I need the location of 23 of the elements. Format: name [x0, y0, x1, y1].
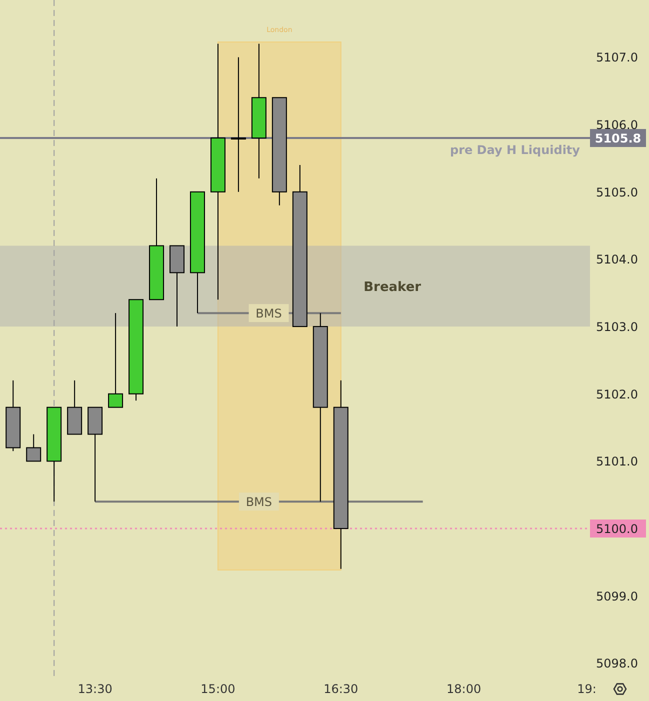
y-tick-label: 5104.0: [596, 252, 638, 267]
y-tick-label: 5107.0: [596, 50, 638, 65]
x-tick-label: 15:00: [200, 682, 236, 696]
y-tick-label: 5103.0: [596, 320, 638, 334]
x-tick-label: 18:00: [446, 682, 482, 696]
annotation: BMS: [256, 306, 282, 321]
y-tick-label: 5099.0: [596, 589, 638, 604]
candlestick: [108, 312, 124, 408]
x-tick-label: 16:30: [324, 682, 358, 696]
candlestick: [26, 434, 42, 462]
y-tick-label: 5102.0: [596, 387, 638, 402]
y-tick-label: 5105.0: [596, 185, 638, 200]
x-tick-label: 13:30: [78, 682, 112, 696]
y-tick-label: 5101.0: [596, 454, 638, 469]
x-tick-label: 19:: [577, 682, 596, 696]
y-tick-label: 5106.0: [596, 118, 638, 132]
text: 5105.8: [594, 132, 642, 146]
y-tick-label: 5098.0: [596, 656, 638, 671]
annotation: BMS: [246, 495, 272, 510]
y-tick-label: 5100.0: [596, 522, 638, 536]
band-label: Breaker: [364, 280, 422, 296]
ref-line-label: pre Day H Liquidity: [450, 143, 580, 158]
candlestick: [230, 56, 246, 192]
